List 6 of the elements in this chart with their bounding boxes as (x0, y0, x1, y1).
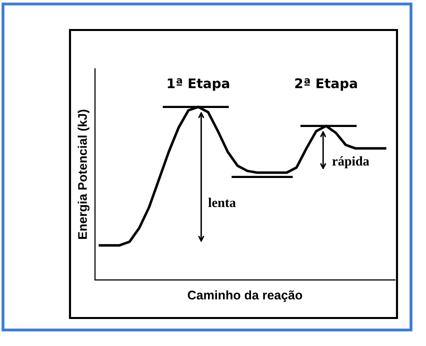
x-axis-title: Caminho da reação (188, 290, 302, 302)
text: 1ª Etapa (168, 78, 230, 91)
annotation: lenta (208, 198, 236, 208)
annotation: rápida (332, 156, 370, 168)
text: 2ª Etapa (295, 78, 357, 91)
y-axis-title: Energia Potencial (kJ) (78, 110, 90, 239)
